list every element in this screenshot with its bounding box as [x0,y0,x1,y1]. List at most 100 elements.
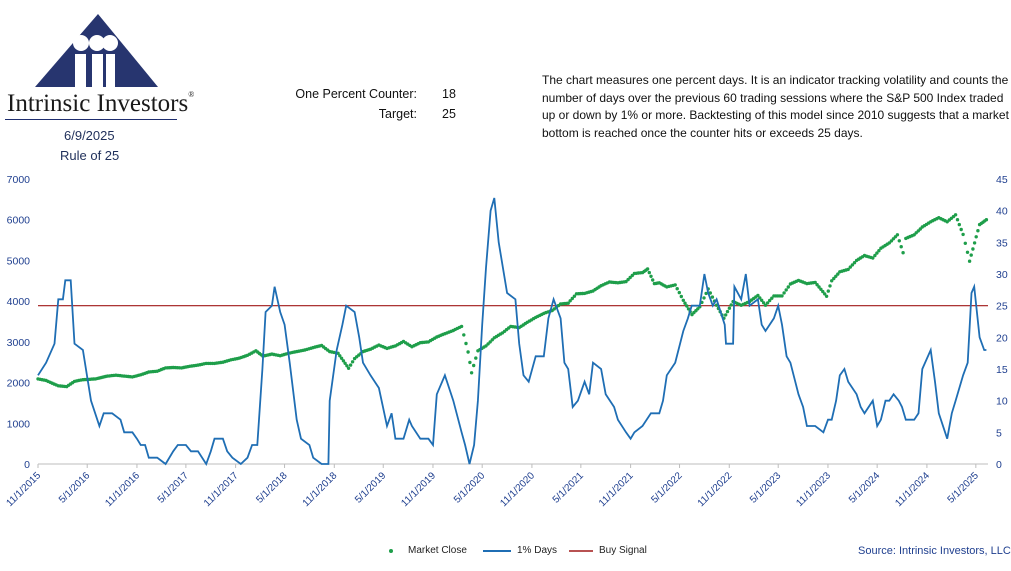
market-close-point [681,298,685,302]
market-close-point [345,364,349,368]
market-close-point [828,284,832,288]
market-close-point [474,356,478,360]
x-tick-label: 5/1/2019 [353,470,389,506]
market-close-point [850,263,855,267]
market-close-point [955,218,960,222]
market-close-point [572,294,577,298]
y-right-tick-label: 10 [996,396,1008,408]
market-close-point [570,296,574,301]
legend-line-icon [483,549,511,552]
market-close-point [761,301,766,305]
market-close-point [464,341,468,346]
market-close-point [836,272,840,276]
market-close-point [961,232,965,237]
logo-figure-center-icon [89,35,105,51]
market-close-point [830,279,834,283]
market-close-point [877,249,881,253]
market-close-point [725,309,730,314]
market-close-point [341,359,346,363]
market-close-point [645,267,650,271]
market-close-point [834,274,838,278]
y-right-tick-label: 0 [996,459,1002,471]
market-close-point [852,261,857,265]
logo-figure-right-icon [102,35,118,51]
market-close-point [727,306,732,310]
market-close-point [895,233,900,237]
y-right-tick-label: 40 [996,206,1008,218]
legend-one-pct-days-label: 1% Days [517,545,558,556]
market-close-point [972,241,977,245]
market-close-point [468,360,472,365]
x-tick-label: 5/1/2021 [551,470,587,506]
market-close-point [346,366,351,370]
x-tick-label: 5/1/2024 [847,470,883,506]
market-close-point [963,241,967,245]
x-tick-label: 11/1/2017 [202,470,241,509]
market-close-point [704,291,708,296]
market-close-point [566,301,570,305]
market-close-point [875,251,879,255]
y-right-tick-label: 20 [996,332,1008,344]
market-close-point [756,293,760,298]
market-close-point [873,253,877,258]
report-subtitle: Rule of 25 [60,148,120,163]
market-close-point [469,371,474,375]
legend-buy-signal-label: Buy Signal [599,545,647,556]
market-close-point [649,274,653,278]
x-tick-label: 11/1/2023 [794,470,833,509]
market-close-point [901,251,905,255]
market-close-point [350,360,355,364]
market-close-point [488,340,492,344]
market-close-point [959,227,963,232]
market-close-point [971,247,975,251]
market-close-point [817,285,821,289]
x-tick-label: 11/1/2020 [498,470,537,509]
market-close-point [786,285,790,289]
market-close-point [780,294,784,298]
market-close-point [953,213,958,217]
counter-value: 18 [442,87,456,101]
market-close-point [758,296,762,300]
x-tick-label: 11/1/2024 [893,470,932,509]
chart-description: The chart measures one percent days. It … [542,73,1009,140]
x-tick-label: 11/1/2016 [103,470,142,509]
legend-market-close-label: Market Close [408,545,467,556]
market-close-point [967,259,972,263]
source-note: Source: Intrinsic Investors, LLC [858,545,1011,557]
x-tick-label: 5/1/2022 [649,470,685,506]
market-close-point [348,363,353,367]
market-close-point [343,361,347,365]
x-tick-label: 5/1/2018 [254,470,290,506]
y-left-tick-label: 2000 [7,378,31,390]
market-close-point [568,299,572,303]
market-close-point [823,292,827,296]
y-left-tick-label: 4000 [7,296,31,308]
x-tick-label: 5/1/2020 [452,470,488,506]
x-tick-label: 11/1/2018 [301,470,340,509]
market-close-point [976,229,980,233]
y-right-tick-label: 15 [996,364,1008,376]
y-right-tick-label: 25 [996,301,1008,313]
market-close-point [647,270,651,275]
y-left-tick-label: 1000 [7,418,31,430]
report-date: 6/9/2025 [64,128,115,143]
market-close-point [969,253,973,257]
market-close-point [651,278,655,282]
y-right-tick-label: 35 [996,237,1008,249]
market-close-point [462,333,466,337]
x-tick-label: 5/1/2016 [57,470,93,506]
market-close-point [675,287,679,291]
market-close-point [815,283,819,287]
market-close-point [626,277,630,282]
market-close-point [784,288,788,292]
y-left-tick-label: 0 [24,459,30,471]
market-close-point [459,324,464,329]
market-close-point [819,287,823,291]
market-close-point [821,289,825,294]
target-value: 25 [442,107,456,121]
y-right-tick-label: 30 [996,269,1008,281]
company-logo [35,14,158,87]
market-close-point [683,301,687,305]
market-close-point [897,239,901,243]
company-name: Intrinsic Investors® [7,90,195,117]
